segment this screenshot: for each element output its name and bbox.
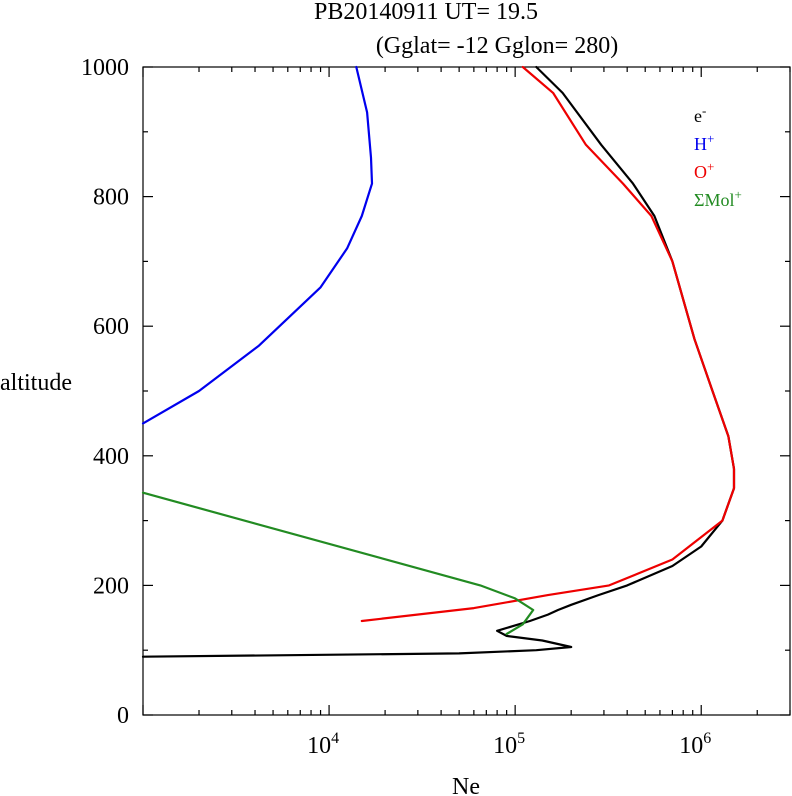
legend-entry: H+: [694, 131, 714, 154]
legend-entry: O+: [694, 159, 714, 182]
y-tick-label: 1000: [81, 55, 129, 81]
y-tick-label: 200: [93, 573, 129, 599]
y-tick-label: 0: [117, 703, 129, 729]
series-layer: [141, 65, 736, 658]
y-tick-label: 800: [93, 185, 129, 211]
series-line: [141, 65, 736, 658]
y-axis-label: altitude: [0, 370, 72, 396]
chart-subtitle: (Gglat= -12 Gglon= 280): [376, 33, 618, 59]
series-line: [141, 491, 535, 636]
chart-title: PB20140911 UT= 19.5: [314, 0, 538, 25]
x-axis-label: Ne: [452, 774, 480, 796]
x-tick-label: 105: [493, 730, 525, 759]
series-line: [141, 65, 374, 425]
x-axis-ticks: 104 105 106: [307, 730, 711, 759]
x-tick-label: 106: [679, 730, 711, 759]
plot-frame: [142, 66, 791, 716]
x-tick-label: 104: [307, 730, 339, 759]
y-tick-label: 600: [93, 314, 129, 340]
legend-entry: e-: [694, 103, 706, 126]
series-line: [360, 65, 736, 623]
y-tick-label: 400: [93, 444, 129, 470]
legend-entry: ΣMol+: [694, 187, 742, 210]
y-axis-ticks: 0 200 400 600 800 1000: [81, 55, 790, 729]
legend: e- H+ O+ ΣMol+: [694, 103, 742, 210]
minor-ticks: [142, 67, 791, 715]
